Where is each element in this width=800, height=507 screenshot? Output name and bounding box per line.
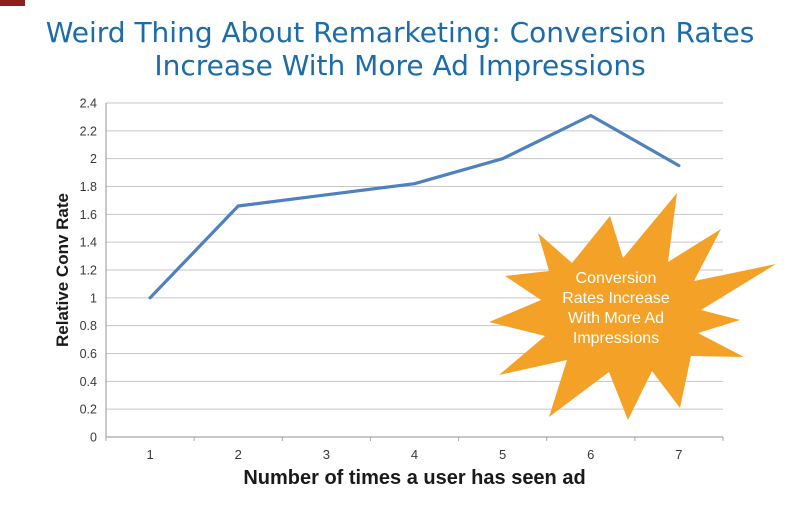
y-tick-label: 2 bbox=[90, 152, 97, 166]
y-tick-label: 0.6 bbox=[80, 347, 97, 361]
callout-line: Rates Increase bbox=[562, 290, 670, 307]
callout-line: Impressions bbox=[572, 330, 660, 347]
y-tick-label: 2.4 bbox=[80, 97, 97, 111]
y-tick-label: 0.2 bbox=[80, 403, 97, 417]
y-tick-label: 0.4 bbox=[80, 375, 97, 389]
x-tick-label: 6 bbox=[587, 447, 594, 462]
x-tick-label: 3 bbox=[323, 447, 330, 462]
starburst-shape bbox=[489, 193, 776, 420]
y-tick-label: 0.8 bbox=[80, 319, 97, 333]
y-tick-label: 1.8 bbox=[80, 180, 97, 194]
data-series bbox=[148, 113, 681, 300]
tick-labels: 0 0.2 0.4 0.6 0.8 1 1.2 1.4 1.6 1.8 2 2.2 2.4 1 2 3 4 5 6 7 bbox=[80, 97, 683, 463]
x-tick-label: 1 bbox=[146, 447, 153, 462]
y-tick-label: 0 bbox=[90, 431, 97, 445]
x-tick-label: 2 bbox=[235, 447, 242, 462]
y-tick-label: 1 bbox=[90, 291, 97, 305]
callout-line: Conversion bbox=[575, 270, 657, 287]
starburst-callout-text: Conversion Rates Increase With More Ad I… bbox=[562, 269, 670, 349]
x-tick-label: 4 bbox=[411, 447, 418, 462]
y-axis-title: Relative Conv Rate bbox=[53, 193, 72, 347]
page-title-line-2: Increase With More Ad Impressions bbox=[154, 49, 646, 82]
y-tick-label: 2.2 bbox=[80, 124, 97, 138]
x-axis-title: Number of times a user has seen ad bbox=[243, 467, 586, 489]
y-tick-label: 1.4 bbox=[80, 236, 97, 250]
x-tick-label: 7 bbox=[675, 447, 682, 462]
page-title-line-1: Weird Thing About Remarketing: Conversio… bbox=[45, 16, 755, 49]
page-title: Weird Thing About Remarketing: Conversio… bbox=[0, 16, 800, 82]
corner-red-mark bbox=[0, 0, 25, 6]
conversion-rate-line bbox=[148, 113, 681, 300]
axes bbox=[105, 103, 724, 441]
y-tick-label: 1.6 bbox=[80, 208, 97, 222]
x-tick-label: 5 bbox=[499, 447, 506, 462]
callout-line: With More Ad bbox=[567, 310, 665, 327]
y-tick-label: 1.2 bbox=[80, 264, 97, 278]
